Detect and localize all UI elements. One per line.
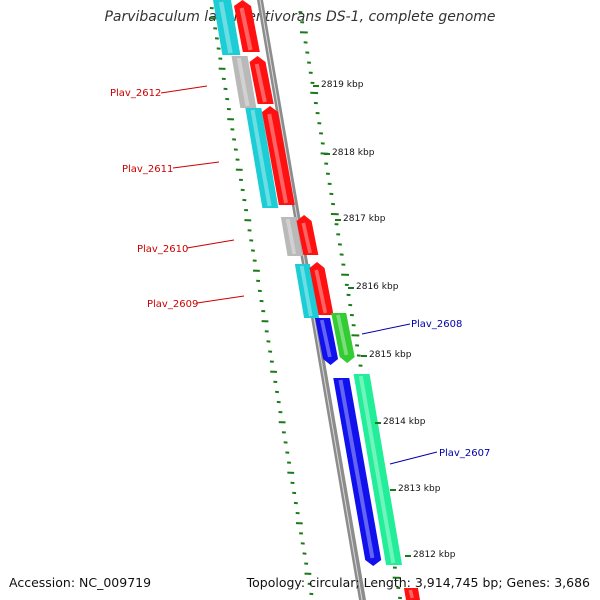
gene-feature[interactable] <box>333 378 382 566</box>
map-title: Parvibaculum lavamentivorans DS-1, compl… <box>104 9 496 25</box>
gene-feature-shine <box>285 218 297 255</box>
gene-feature-shine <box>218 1 233 54</box>
gene-feature-shine <box>408 589 414 599</box>
kbp-label: 2817 kbp <box>343 214 386 224</box>
gene-feature[interactable] <box>262 106 295 205</box>
gene-feature-shine <box>319 319 332 358</box>
kbp-labels: 2819 kbp 2818 kbp 2817 kbp 2816 kbp 2815 kbp… <box>313 80 456 560</box>
summary-text: Topology: circular; Length: 3,914,745 bp… <box>246 575 590 590</box>
gene-label[interactable]: Plav_2608 <box>411 319 462 330</box>
gene-feature-shine <box>338 379 375 559</box>
gene-feature[interactable] <box>294 264 320 318</box>
kbp-label: 2816 kbp <box>356 282 399 292</box>
gene-feature[interactable] <box>403 588 420 600</box>
gene-feature-shine <box>336 314 349 356</box>
left-ruler-ticks <box>209 7 314 596</box>
gene-feature-shine <box>250 109 272 207</box>
gene-feature-shine <box>239 7 253 51</box>
gene-feature[interactable] <box>245 108 279 208</box>
gene-features[interactable] <box>213 0 420 600</box>
gene-feature-shine <box>254 63 267 103</box>
gene-feature[interactable] <box>315 318 339 365</box>
gene-labels[interactable]: Plav_2612 Plav_2611 Plav_2610 Plav_2609 Plav… <box>110 85 490 465</box>
gene-feature[interactable] <box>353 374 403 565</box>
gene-label[interactable]: Plav_2612 <box>110 88 161 99</box>
gene-feature-shine <box>314 269 328 314</box>
gene-label[interactable]: Plav_2610 <box>137 244 188 255</box>
kbp-label: 2818 kbp <box>332 148 375 158</box>
gene-feature-shine <box>299 265 313 317</box>
kbp-label: 2815 kbp <box>369 350 412 360</box>
gene-label[interactable]: Plav_2607 <box>439 448 490 459</box>
gene-label-leader <box>186 239 235 249</box>
gene-feature[interactable] <box>213 0 241 55</box>
kbp-label: 2814 kbp <box>383 417 426 427</box>
gene-feature[interactable] <box>234 0 260 52</box>
gene-feature[interactable] <box>231 56 257 108</box>
kbp-label: 2819 kbp <box>321 80 364 90</box>
gene-label-leader <box>361 323 411 335</box>
gene-feature[interactable] <box>309 262 334 315</box>
gene-feature-shine <box>358 375 396 564</box>
kbp-label: 2813 kbp <box>398 484 441 494</box>
accession-text: Accession: NC_009719 <box>9 575 152 590</box>
gene-feature[interactable] <box>280 217 303 256</box>
gene-label-leader <box>196 295 245 304</box>
gene-feature-shine <box>267 113 289 204</box>
gene-label-leader <box>389 451 438 465</box>
gene-label[interactable]: Plav_2609 <box>147 299 198 310</box>
gene-feature[interactable] <box>249 56 274 104</box>
gene-feature[interactable] <box>331 313 355 363</box>
gene-label-leader <box>160 85 208 94</box>
kbp-label: 2812 kbp <box>413 550 456 560</box>
gene-label-leader <box>172 161 220 169</box>
gene-feature-shine <box>236 57 250 107</box>
gene-feature-shine <box>301 222 312 254</box>
gene-feature[interactable] <box>296 215 319 255</box>
gene-label[interactable]: Plav_2611 <box>122 164 173 175</box>
